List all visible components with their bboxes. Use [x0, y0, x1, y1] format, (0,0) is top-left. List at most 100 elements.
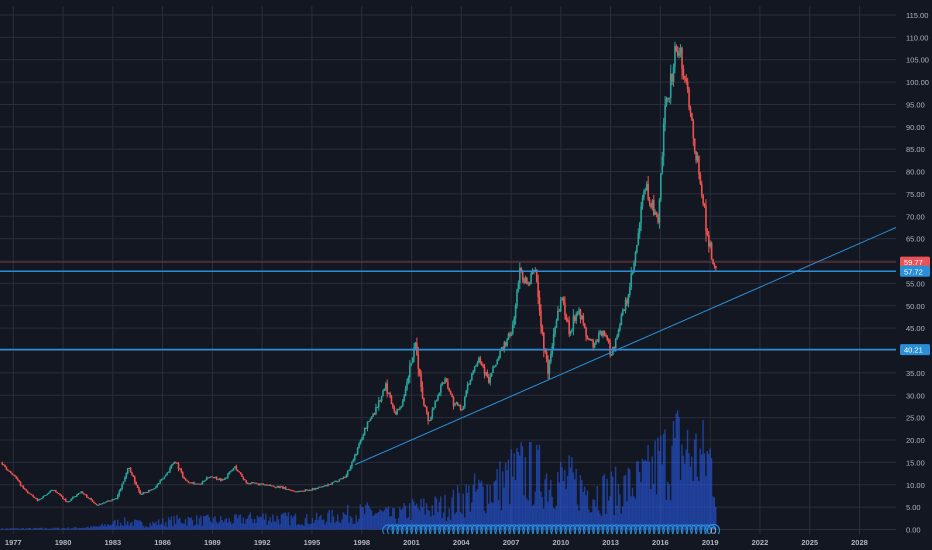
volume-bar: [346, 504, 349, 530]
volume-bar: [145, 525, 147, 530]
volume-bar: [441, 518, 443, 530]
candle-body: [468, 383, 470, 385]
candle-body: [557, 310, 559, 321]
candle-body: [70, 498, 73, 501]
candle-body: [121, 483, 123, 490]
volume-bar: [630, 496, 632, 530]
volume-bar: [696, 476, 699, 530]
volume-bar: [676, 410, 679, 530]
candle-body: [490, 372, 493, 377]
volume-bar: [596, 486, 598, 530]
volume-bar: [509, 504, 511, 530]
volume-bar: [487, 503, 490, 530]
volume-bar: [387, 506, 390, 530]
candle-body: [636, 245, 638, 253]
candle-body: [186, 480, 188, 482]
candle-body: [142, 492, 145, 494]
candle-body: [627, 295, 630, 304]
candle-body: [689, 107, 692, 114]
volume-bar: [461, 514, 463, 530]
candle-body: [181, 472, 184, 477]
volume-bar: [468, 485, 470, 530]
volume-bar: [86, 527, 88, 530]
volume-bar: [418, 510, 421, 530]
price-tag-box: [900, 265, 930, 277]
volume-bars: [0, 410, 717, 530]
candle-body: [9, 471, 12, 474]
time-axis-tick-label: 1977: [5, 538, 22, 547]
volume-bar: [486, 484, 488, 530]
volume-bar: [440, 496, 442, 530]
volume-bar: [621, 506, 624, 530]
volume-bar: [177, 519, 180, 530]
candle-body: [606, 335, 609, 340]
volume-bar: [466, 492, 469, 530]
volume-bar: [610, 471, 613, 530]
volume-bar: [671, 445, 673, 530]
candle-body: [621, 310, 624, 316]
candle-body: [466, 384, 469, 391]
candle-body: [265, 484, 267, 486]
candle-body: [600, 331, 603, 336]
volume-bar: [447, 516, 449, 530]
candle-body: [214, 477, 216, 479]
time-axis-panel[interactable]: [0, 534, 896, 550]
volume-bar: [383, 510, 386, 530]
volume-bar: [172, 526, 174, 530]
volume-bar: [709, 448, 711, 530]
candle-body: [616, 335, 618, 340]
volume-bar: [148, 527, 150, 530]
volume-bar: [284, 512, 287, 530]
candle-body: [5, 467, 8, 470]
volume-bar: [265, 513, 267, 530]
candle-body: [507, 333, 510, 340]
volume-bar: [406, 518, 408, 530]
time-axis-tick-label: 2001: [403, 538, 420, 547]
candle-body: [104, 502, 106, 504]
time-axis-tick-label: 2022: [752, 538, 769, 547]
candle-body: [366, 421, 369, 429]
volume-bar: [256, 515, 259, 530]
volume-bar: [327, 512, 329, 530]
candle-body: [26, 490, 29, 493]
volume-bar: [211, 523, 213, 530]
candle-body: [565, 314, 568, 320]
volume-bar: [519, 455, 521, 530]
candle-body: [691, 113, 693, 121]
price-tag-label: 40.21: [904, 346, 923, 355]
candle-body: [275, 487, 277, 489]
price-axis-tick-label: 95.00: [906, 100, 925, 109]
volume-bar: [60, 528, 63, 530]
volume-bar: [600, 516, 603, 530]
candle-body: [671, 74, 673, 82]
volume-bar: [392, 507, 394, 530]
volume-bar: [125, 524, 127, 530]
volume-bar: [67, 527, 70, 530]
volume-bar: [341, 519, 343, 530]
volume-bar: [33, 527, 36, 530]
volume-bar: [173, 516, 175, 530]
candle-body: [441, 382, 444, 386]
candle-body: [157, 483, 160, 485]
volume-bar: [245, 519, 247, 530]
volume-bar: [409, 503, 411, 530]
volume-bar: [306, 513, 308, 530]
candle-body: [77, 493, 80, 495]
candle-body: [550, 354, 552, 362]
volume-bar: [62, 528, 64, 530]
candle-body: [76, 494, 78, 497]
candle-body: [122, 481, 125, 484]
volume-bar: [300, 524, 302, 530]
candle-body: [46, 493, 49, 495]
candle-body: [22, 485, 25, 489]
volume-bar: [538, 444, 541, 530]
candle-body: [401, 400, 404, 407]
volume-bar: [583, 486, 586, 530]
trend-line: [354, 227, 897, 466]
candle-body: [193, 482, 195, 485]
candle-body: [496, 359, 499, 365]
volume-bar: [294, 513, 297, 530]
candle-body: [455, 402, 458, 404]
candle-body: [710, 242, 713, 260]
